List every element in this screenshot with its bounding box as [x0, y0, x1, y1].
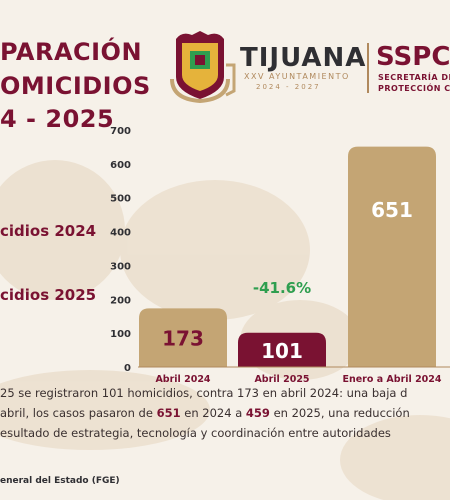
- tijuana-coat-of-arms-icon: [170, 31, 236, 104]
- bar-value-label: 651: [371, 198, 413, 222]
- logo-divider: [367, 43, 369, 93]
- x-tick-label: Enero a Abril 2024: [342, 374, 441, 385]
- bar: [348, 146, 436, 367]
- page-title-line1: PARACIÓN: [0, 38, 143, 66]
- bar-value-label: 101: [261, 339, 303, 363]
- description-text: 25 se registraron 101 homicidios, contra…: [0, 383, 450, 449]
- page-title-line3: 4 - 2025: [0, 105, 115, 133]
- y-tick-label: 300: [110, 261, 131, 272]
- legend-item-2024: cidios 2024: [0, 222, 97, 240]
- y-tick-label: 600: [110, 160, 131, 171]
- description-line-2: abril, los casos pasaron de 651 en 2024 …: [0, 406, 410, 420]
- y-tick-label: 500: [110, 194, 131, 205]
- description-line-3: esultado de estrategia, tecnología y coo…: [0, 426, 391, 440]
- bar: [139, 308, 227, 367]
- x-tick-label: Abril 2025: [254, 374, 309, 385]
- x-tick-label: Abril 2024: [155, 374, 210, 385]
- highlight-651: 651: [156, 406, 181, 420]
- tijuana-logo-text: TIJUANA: [240, 43, 367, 73]
- y-tick-label: 400: [110, 228, 131, 239]
- description-line-1: 25 se registraron 101 homicidios, contra…: [0, 386, 408, 400]
- page-title-line2: OMICIDIOS: [0, 72, 151, 100]
- bar-value-label: 173: [162, 327, 204, 351]
- y-tick-label: 700: [110, 126, 131, 137]
- y-tick-label: 200: [110, 295, 131, 306]
- header-logos: TIJUANA XXV AYUNTAMIENTO 2024 - 2027 SSP…: [162, 25, 450, 107]
- change-annotation: -41.6%: [253, 279, 311, 297]
- sspc-logo-text: SSPC: [376, 42, 450, 72]
- highlight-459: 459: [245, 406, 270, 420]
- tijuana-logo-subtitle: XXV AYUNTAMIENTO: [244, 72, 350, 81]
- sspc-logo-subtitle-2: PROTECCIÓN CIU: [378, 84, 450, 93]
- sspc-logo-subtitle-1: SECRETARÍA DE SE: [378, 73, 450, 82]
- bar: [238, 332, 326, 367]
- source-note: eneral del Estado (FGE): [0, 476, 120, 486]
- homicides-bar-chart: 0 100 200 300 400 500 600 700 173 Abril 2024 101 Ab…: [110, 126, 450, 385]
- legend-item-2025: cidios 2025: [0, 286, 97, 304]
- y-tick-label: 100: [110, 329, 131, 340]
- y-tick-label: 0: [124, 363, 131, 374]
- tijuana-logo-years: 2024 - 2027: [256, 83, 321, 91]
